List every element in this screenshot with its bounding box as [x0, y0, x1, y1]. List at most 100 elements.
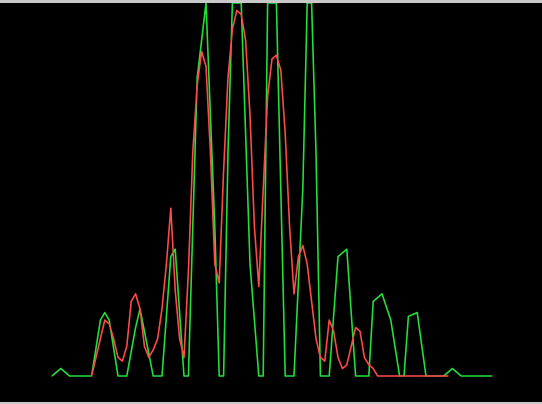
series-line-0: [51, 3, 492, 377]
data-point: [152, 349, 154, 351]
data-point: [297, 256, 299, 258]
data-point: [157, 338, 159, 340]
data-point: [249, 114, 251, 116]
data-point: [359, 330, 361, 332]
data-point: [407, 315, 409, 317]
data-point: [333, 330, 335, 332]
interference-chart: [51, 3, 493, 377]
data-point: [390, 319, 392, 321]
data-point: [218, 282, 220, 284]
data-point: [275, 3, 277, 4]
data-point: [381, 375, 383, 377]
data-point: [108, 323, 110, 325]
data-point: [403, 375, 405, 377]
data-point: [183, 375, 185, 377]
data-point: [253, 226, 255, 228]
data-point: [196, 84, 198, 86]
data-point: [368, 375, 370, 377]
data-point: [113, 338, 115, 340]
data-point: [434, 375, 436, 377]
data-point: [130, 300, 132, 302]
data-point: [319, 356, 321, 358]
data-point: [267, 95, 269, 97]
data-point: [337, 256, 339, 258]
data-point: [165, 263, 167, 265]
data-point: [258, 285, 260, 288]
data-point: [143, 330, 145, 332]
data-point: [231, 28, 233, 30]
series-1: [90, 9, 449, 377]
data-point: [319, 375, 321, 377]
data-point: [170, 207, 172, 209]
data-point: [135, 326, 137, 329]
data-point: [179, 338, 181, 340]
data-point: [306, 263, 308, 265]
data-point: [284, 132, 286, 135]
data-point: [183, 356, 185, 358]
data-point: [240, 3, 242, 4]
data-point: [416, 312, 418, 314]
data-point: [258, 375, 260, 377]
data-point: [214, 226, 216, 228]
data-point: [315, 338, 317, 340]
data-point: [359, 375, 361, 377]
data-point: [311, 300, 313, 302]
data-point: [148, 356, 150, 358]
data-point: [416, 375, 418, 377]
data-point: [306, 3, 308, 4]
data-point: [280, 69, 282, 71]
data-point: [262, 375, 264, 377]
data-point: [108, 319, 110, 321]
data-point: [223, 375, 225, 377]
data-point: [460, 375, 462, 377]
data-point: [355, 375, 357, 377]
data-point: [271, 58, 273, 60]
data-point: [399, 375, 401, 377]
data-point: [271, 3, 273, 4]
data-point: [443, 375, 445, 377]
data-point: [205, 3, 207, 4]
data-point: [438, 375, 440, 377]
data-point: [170, 256, 172, 258]
data-point: [249, 263, 251, 265]
data-point: [381, 293, 383, 295]
data-point: [227, 77, 229, 79]
data-point: [240, 13, 242, 15]
data-point: [227, 151, 229, 153]
data-point: [201, 50, 203, 53]
data-point: [135, 293, 137, 295]
plot-area: [0, 3, 542, 402]
data-point: [293, 375, 295, 377]
data-point: [394, 375, 396, 377]
data-point: [372, 300, 374, 302]
data-point: [311, 3, 313, 4]
data-point: [218, 375, 220, 377]
data-point: [187, 271, 189, 273]
data-point: [341, 367, 343, 370]
data-point: [337, 356, 339, 358]
data-point: [152, 375, 154, 377]
data-point: [231, 3, 233, 4]
data-point: [267, 3, 269, 4]
data-point: [447, 375, 449, 377]
data-point: [117, 375, 119, 377]
data-point: [126, 375, 128, 377]
data-point: [161, 375, 163, 377]
data-point: [99, 319, 101, 321]
data-point: [385, 375, 387, 377]
data-point: [421, 375, 423, 377]
data-point: [368, 364, 370, 366]
data-point: [355, 326, 357, 329]
data-point: [205, 65, 207, 67]
data-point: [73, 375, 75, 377]
data-point: [284, 375, 286, 377]
data-point: [491, 375, 493, 377]
data-point: [91, 375, 93, 377]
data-point: [482, 375, 484, 377]
data-point: [302, 188, 304, 191]
data-point: [289, 226, 291, 228]
data-point: [302, 244, 304, 247]
data-point: [425, 375, 427, 377]
data-point: [95, 356, 97, 358]
data-point: [469, 375, 471, 377]
